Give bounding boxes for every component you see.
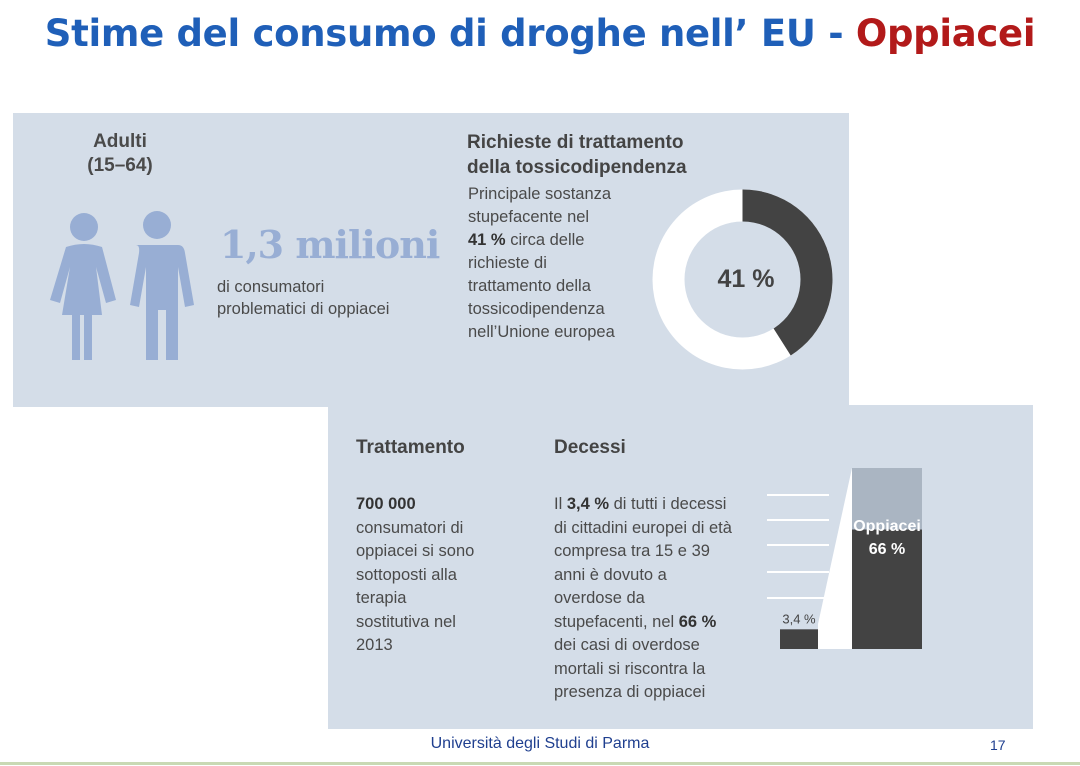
treatment-desc-line1: Principale sostanza — [468, 185, 612, 203]
deaths-line-6-bold: 66 % — [678, 612, 717, 631]
deaths-line-1-post: di tutti i decessi — [609, 495, 727, 513]
deaths-line-3: compresa tra 15 e 39 — [554, 542, 710, 560]
donut-center-label: 41 % — [718, 265, 775, 293]
treatment-heading: Trattamento — [356, 437, 465, 458]
treatment-line-6: 2013 — [356, 636, 393, 654]
deaths-line-1: Il 3,4 % di tutti i decessi — [554, 493, 779, 517]
deaths-line-7: dei casi di overdose — [554, 636, 700, 654]
donut-hole — [684, 221, 801, 338]
bar-all-deaths-label: 3,4 % — [782, 611, 816, 626]
consumers-desc-line2: problematici di oppiacei — [217, 300, 390, 318]
treatment-number: 700 000 — [356, 495, 416, 513]
consumers-description: di consumatori problematici di oppiacei — [217, 276, 447, 320]
deaths-line-1-bold: 3,4 % — [566, 495, 610, 513]
consumers-desc-line1: di consumatori — [217, 278, 325, 296]
page-number: 17 — [990, 737, 1006, 753]
treatment-desc-line3: 41 % circa delle — [468, 229, 653, 252]
deaths-line-6: stupefacenti, nel 66 % — [554, 611, 779, 635]
people-icon — [50, 211, 194, 360]
deaths-line-9: presenza di oppiacei — [554, 683, 706, 701]
treatment-text: 700 000 consumatori di oppiacei si sono … — [356, 493, 526, 658]
adults-label-line2: (15–64) — [87, 155, 153, 176]
title-accent: Oppiacei — [855, 12, 1036, 55]
treatment-desc-line4: richieste di — [468, 254, 547, 272]
treatment-desc-bold: 41 % — [468, 231, 506, 249]
treatment-requests-heading: Richieste di trattamento della tossicodi… — [467, 130, 727, 180]
bar-opiates-label-line1: Oppiacei — [853, 518, 921, 535]
treatment-line-1: consumatori di — [356, 518, 464, 537]
slide-title: Stime del consumo di droghe nell’ EU - O… — [0, 12, 1080, 55]
treatment-line-5: sostitutiva nel — [356, 612, 456, 631]
treatment-line-4: terapia — [356, 589, 407, 607]
adults-label: Adulti (15–64) — [70, 130, 170, 178]
footer-university: Università degli Studi di Parma — [430, 735, 650, 752]
deaths-heading: Decessi — [554, 437, 626, 458]
deaths-line-4: anni è dovuto a — [554, 565, 667, 584]
deaths-line-8: mortali si riscontra la — [554, 659, 706, 678]
deaths-line-1-pre: Il — [554, 495, 567, 513]
bar-gridlines — [767, 494, 829, 599]
deaths-text: Il 3,4 % di tutti i decessi di cittadini… — [554, 493, 779, 705]
treatment-line-2: oppiacei si sono — [356, 542, 475, 560]
bar-all-deaths — [780, 629, 818, 649]
donut-chart: 41 % — [652, 189, 833, 370]
deaths-line-2: di cittadini europei di età — [554, 518, 732, 537]
consumers-number: 1,3 milioni — [220, 222, 440, 267]
bar-opiates — [852, 529, 922, 649]
treatment-heading-line2: della tossicodipendenza — [467, 157, 687, 178]
bar-connector — [818, 468, 852, 649]
treatment-requests-description: Principale sostanza stupefacente nel 41 … — [468, 183, 653, 344]
deaths-line-6-pre: stupefacenti, nel — [554, 612, 679, 631]
treatment-desc-line3-text: circa delle — [505, 231, 585, 249]
treatment-heading-line1: Richieste di trattamento — [467, 132, 684, 153]
adults-label-line1: Adulti — [93, 131, 147, 152]
deaths-line-5: overdose da — [554, 589, 645, 607]
treatment-line-3: sottoposti alla — [356, 565, 457, 584]
title-main: Stime del consumo di droghe nell’ EU - — [44, 12, 856, 55]
treatment-desc-line6: tossicodipendenza — [468, 300, 605, 318]
footer-rule — [0, 762, 1080, 765]
bar-opiates-label-line2: 66 % — [869, 541, 905, 558]
treatment-desc-line2: stupefacente nel — [468, 208, 590, 226]
treatment-desc-line5: trattamento della — [468, 277, 591, 295]
deaths-bar-chart: 3,4 % Oppiacei 66 % — [767, 468, 922, 649]
treatment-desc-line7: nell’Unione europea — [468, 323, 615, 341]
